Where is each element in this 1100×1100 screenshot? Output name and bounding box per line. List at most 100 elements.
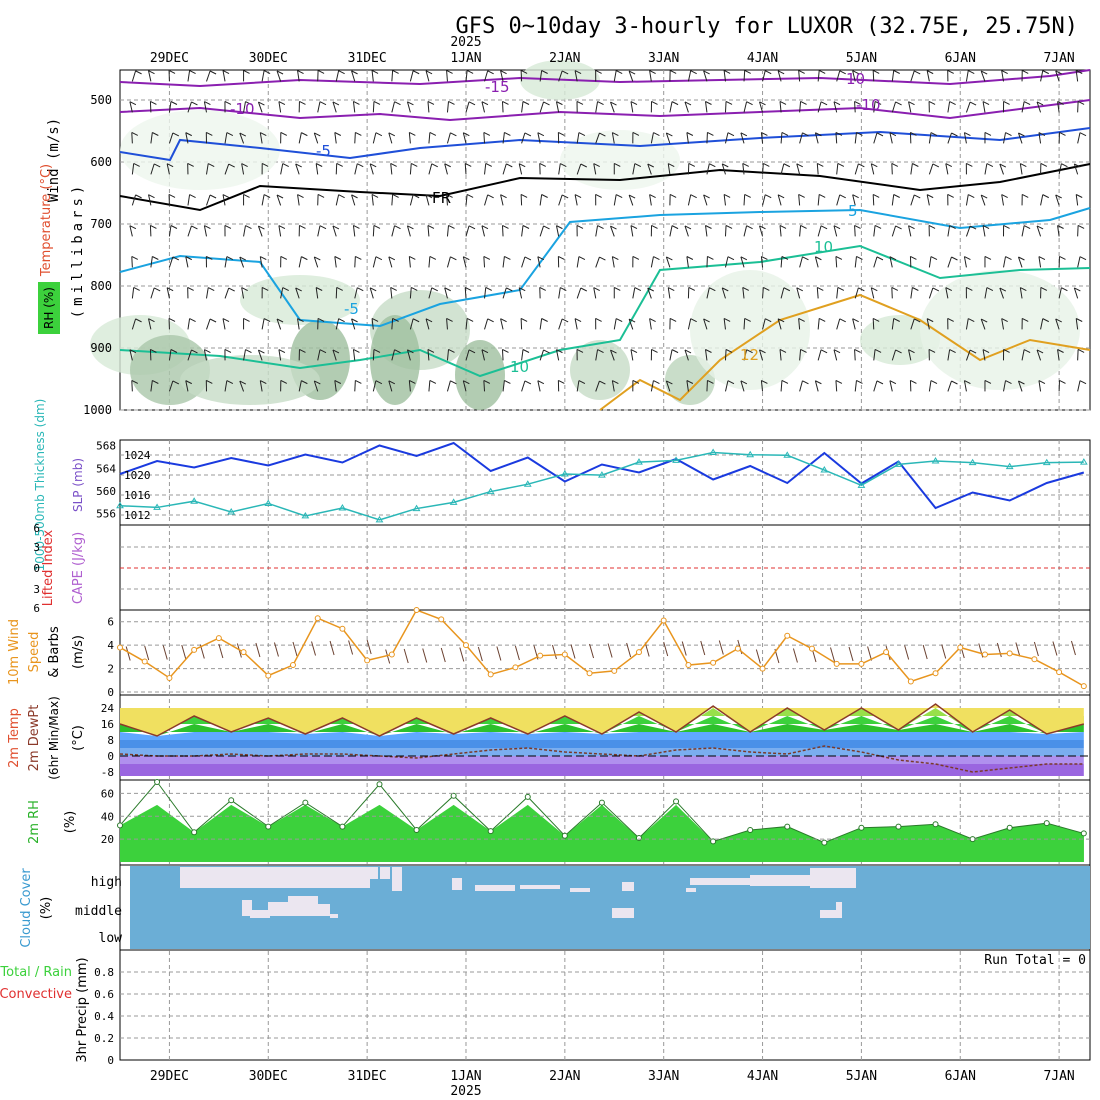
wind10m-barb	[1052, 641, 1058, 656]
wind-barb-flag	[276, 194, 284, 199]
wind-barb	[721, 287, 726, 299]
wind-barb-flag	[576, 348, 584, 353]
wind-barb	[168, 380, 174, 392]
wind-barb-flag	[299, 224, 306, 229]
wind-barb-flag	[353, 225, 360, 229]
wind-barb-flag	[131, 379, 139, 384]
wind-barb	[780, 287, 785, 299]
wind-barb-flag	[632, 131, 640, 136]
wind-barb-flag	[649, 70, 656, 74]
wind10m-barb	[514, 645, 520, 661]
wind-barb	[446, 256, 451, 268]
wind-barb-flag	[723, 70, 731, 74]
wind-barb-flag	[666, 256, 673, 261]
wind-barb	[759, 225, 764, 237]
wind-barb-flag	[595, 317, 602, 322]
contour-label: -5	[316, 142, 331, 160]
wind-barb-flag	[468, 225, 476, 230]
wind-barb	[446, 194, 448, 206]
wind-barb-flag	[357, 163, 364, 168]
wind-barb	[833, 101, 838, 113]
wind-barb-flag	[334, 256, 342, 260]
wind-barb-flag	[1077, 348, 1085, 353]
wind-barb	[762, 194, 766, 206]
wind-barb-flag	[485, 163, 492, 167]
wind-barb-flag	[353, 349, 360, 353]
wind-barb	[928, 287, 934, 299]
wind-barb	[835, 380, 838, 392]
wind-barb-flag	[1023, 225, 1031, 230]
wind-barb-flag	[206, 131, 213, 136]
wind-barb-flag	[392, 193, 399, 198]
wind-barb	[779, 349, 782, 361]
wind-barb-flag	[634, 163, 642, 168]
rh-marker	[673, 798, 680, 805]
wind-barb-flag	[951, 380, 958, 385]
wind-barb-flag	[945, 163, 953, 168]
wind-barb	[462, 256, 467, 268]
wind-barb	[391, 194, 394, 206]
wind-barb-flag	[599, 380, 606, 385]
temp-tick-label: 0	[107, 750, 114, 763]
wind-barb	[743, 225, 748, 237]
rh-band	[120, 804, 1084, 862]
wind-barb-flag	[394, 225, 401, 230]
cloud-mid-block	[288, 896, 318, 916]
wind-barb	[297, 318, 300, 330]
wind-barb-flag	[630, 349, 638, 353]
wind10m-barbs-label: & Barbs	[47, 626, 62, 678]
wind-barb	[854, 256, 857, 268]
thickness-marker	[190, 497, 199, 504]
wind-barb	[391, 225, 395, 237]
wind-barb	[965, 349, 971, 361]
wind-barb	[610, 101, 615, 113]
wind-barb	[352, 349, 356, 361]
wind-barb	[947, 132, 952, 144]
wind-barb	[833, 349, 838, 361]
wind-barb	[539, 318, 543, 330]
wind-barb-flag	[148, 194, 155, 199]
wind-barb-flag	[820, 225, 828, 230]
wind-barb-flag	[614, 162, 621, 167]
wind-barb-flag	[703, 318, 710, 323]
wind-barb-flag	[928, 348, 936, 353]
wind-barb	[409, 287, 412, 299]
wind-barb-flag	[802, 380, 809, 385]
wind-barb	[595, 380, 600, 392]
wind-barb	[369, 287, 374, 299]
wind-barb-flag	[261, 286, 269, 291]
precip-tick-label: 0.6	[94, 988, 114, 1001]
wind-barb-flag	[539, 162, 546, 167]
wind-barb-flag	[522, 349, 530, 353]
wind-barb-flag	[187, 162, 194, 167]
wind-barb-flag	[984, 379, 992, 384]
wind-barb	[131, 132, 133, 144]
wind10m-barb	[311, 641, 317, 656]
wind-barb-flag	[1018, 256, 1025, 261]
wind-barb-flag	[463, 380, 470, 385]
wind-barb-flag	[541, 318, 548, 322]
wind-barb	[650, 132, 654, 144]
wind-barb-flag	[245, 225, 252, 230]
wind-barb	[444, 287, 448, 299]
wind-barb-flag	[261, 162, 269, 167]
wind10m-barb	[644, 642, 650, 657]
wind-barb-flag	[802, 132, 809, 137]
wind-barb-flag	[371, 70, 379, 74]
wind-barb-flag	[282, 287, 289, 292]
wind-barb	[611, 380, 615, 392]
date-label-bottom: 2JAN	[549, 1069, 580, 1084]
wind-barb-flag	[172, 380, 180, 385]
wind-barb	[891, 101, 897, 113]
wind-barb	[168, 225, 172, 237]
wind-barb-flag	[1061, 163, 1068, 168]
wind-barb-flag	[1023, 349, 1031, 354]
wind-barb	[224, 380, 228, 392]
wind-barb-flag	[317, 317, 325, 322]
wind10m-marker	[808, 645, 815, 652]
wind-barb	[409, 318, 414, 330]
wind-barb	[610, 225, 615, 237]
wind-barb-flag	[1005, 256, 1012, 261]
wind-barb	[1055, 318, 1060, 330]
wind-barb	[743, 194, 746, 206]
